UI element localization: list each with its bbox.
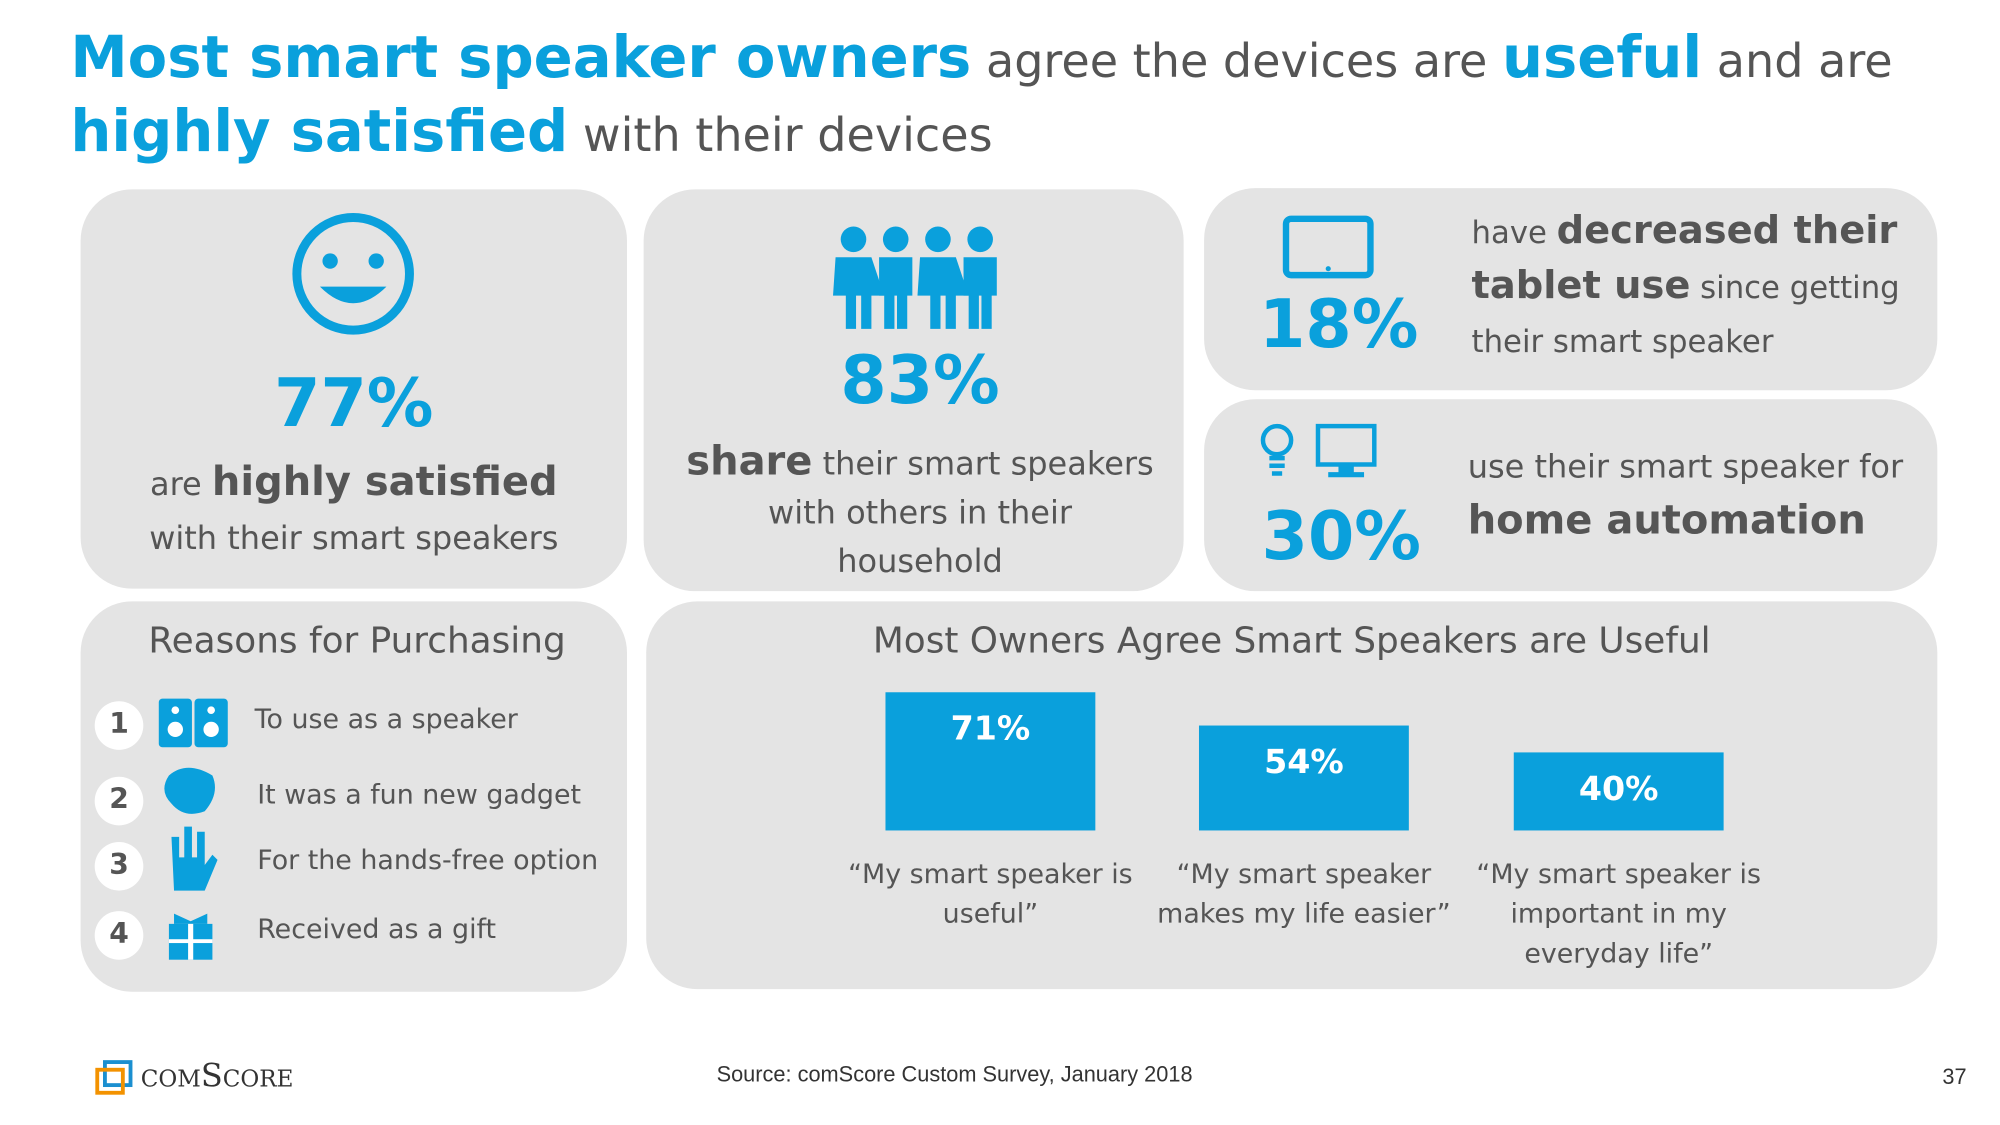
card [1204,399,1938,592]
people-icon [833,226,997,329]
bulb-monitor-icon [1260,423,1377,478]
text-run: with their smart speakers [149,519,559,557]
bar [885,692,1096,831]
bar-label: 40% [1578,770,1659,809]
reason-text: To use as a speaker [254,703,518,735]
logo-text: comScore [140,1056,294,1095]
text-run: with their devices [568,110,993,163]
category-label: “My smart speaker is useful” [848,858,1133,929]
bar-label: 71% [950,710,1031,749]
bar [1198,725,1409,831]
reason-text: For the hands-free option [257,844,599,876]
category-label: “My smart speaker is important in my eve… [1476,858,1761,969]
stat-text: share their smart speakers with others i… [682,438,1158,586]
category-label: “My smart speaker makes my life easier” [1157,858,1451,929]
text-run: useful [1502,23,1703,91]
text-run: their smart speakers with others in thei… [768,445,1154,580]
text-run: decreased their tablet use [1471,208,1898,309]
reason-icons [158,698,228,960]
stat-text: have decreased their tablet use since ge… [1472,205,1920,369]
chart-title: Most Owners Agree Smart Speakers are Use… [872,619,1711,662]
source: Source: comScore Custom Survey, January … [716,1062,1193,1087]
smiley-icon [292,213,414,335]
text-run: highly satisfied [211,459,558,506]
stat-number: 83% [840,342,1000,420]
stat-text: use their smart speaker for home automat… [1468,440,1916,550]
bar [1513,752,1724,831]
text-run: have [1471,214,1557,251]
text-run: agree the devices are [971,35,1503,89]
card [80,189,628,589]
stat-text: are highly satisfied with their smart sp… [141,456,567,566]
rank: 4 [94,911,144,960]
tablet-icon [1282,215,1374,279]
text-run: are [149,465,212,503]
reason-text: Received as a gift [257,913,497,945]
bar-label: 54% [1264,743,1344,782]
reason-text: It was a fun new gadget [257,779,582,810]
title: Most smart speaker owners agree the devi… [70,23,1964,171]
text-run: since getting their smart speaker [1471,269,1900,360]
rank: 2 [94,776,144,826]
rank: 3 [94,841,144,891]
text-run: home automation [1467,497,1866,544]
text-run: and are [1702,35,1893,89]
stat-number: 18% [1259,286,1419,364]
card [643,189,1184,592]
reasons-title: Reasons for Purchasing [148,619,566,662]
logo-icon [95,1060,133,1095]
stat-number: 30% [1261,499,1421,576]
text-run: share [686,438,813,485]
page-number: 37 [1942,1064,1967,1089]
stat-number: 77% [274,365,434,443]
text-run: use their smart speaker for [1467,447,1904,485]
text-run: Most smart speaker owners [70,23,972,91]
text-run: highly satisfied [70,97,569,166]
rank: 1 [94,701,144,750]
